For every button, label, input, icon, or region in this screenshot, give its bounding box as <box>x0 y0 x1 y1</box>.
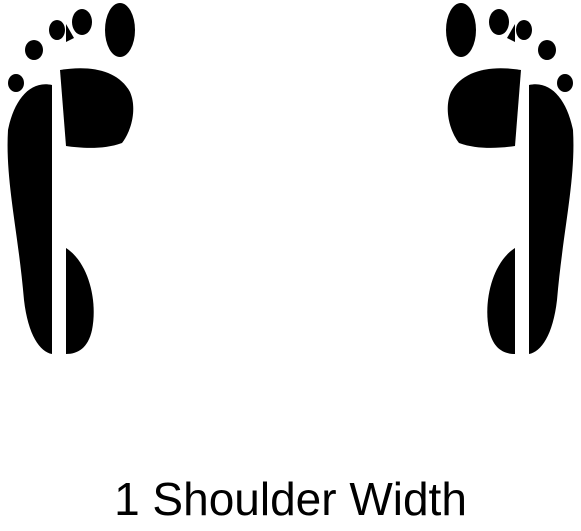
left-footprint-icon <box>7 3 135 354</box>
left-footprint <box>0 0 140 360</box>
caption-label: 1 Shoulder Width <box>114 473 467 525</box>
right-footprint <box>441 0 581 360</box>
right-footprint-icon <box>446 3 574 354</box>
